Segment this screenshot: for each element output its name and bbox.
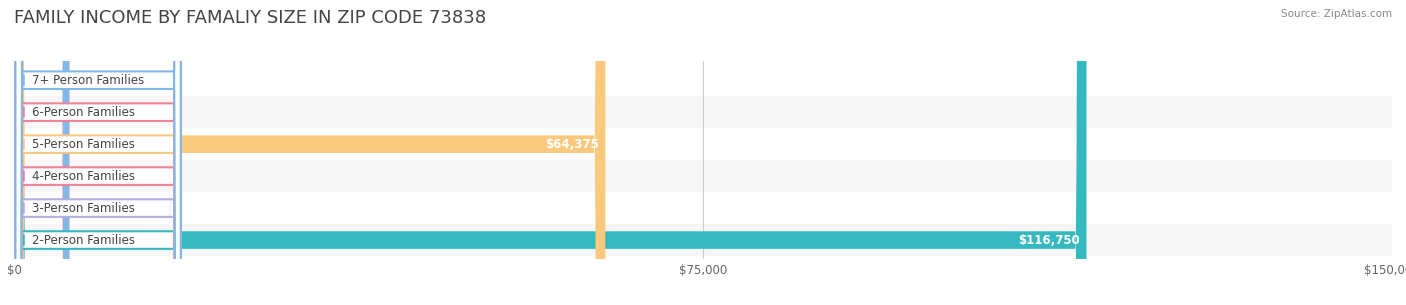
Text: 6-Person Families: 6-Person Families	[32, 106, 135, 119]
Text: FAMILY INCOME BY FAMALIY SIZE IN ZIP CODE 73838: FAMILY INCOME BY FAMALIY SIZE IN ZIP COD…	[14, 9, 486, 27]
Text: $0: $0	[76, 202, 91, 215]
FancyBboxPatch shape	[14, 0, 69, 305]
Text: 3-Person Families: 3-Person Families	[32, 202, 135, 215]
Text: Source: ZipAtlas.com: Source: ZipAtlas.com	[1281, 9, 1392, 19]
FancyBboxPatch shape	[14, 0, 1087, 305]
FancyBboxPatch shape	[15, 0, 181, 305]
Bar	[14, 160, 1392, 192]
Text: $0: $0	[76, 170, 91, 183]
Bar	[14, 96, 1392, 128]
Text: 5-Person Families: 5-Person Families	[32, 138, 135, 151]
FancyBboxPatch shape	[15, 0, 181, 305]
FancyBboxPatch shape	[14, 0, 69, 305]
Text: 4-Person Families: 4-Person Families	[32, 170, 135, 183]
Text: 2-Person Families: 2-Person Families	[32, 234, 135, 246]
Text: 7+ Person Families: 7+ Person Families	[32, 74, 145, 87]
FancyBboxPatch shape	[14, 0, 69, 305]
FancyBboxPatch shape	[15, 0, 181, 305]
Text: $116,750: $116,750	[1018, 234, 1080, 246]
FancyBboxPatch shape	[15, 0, 181, 305]
Text: $64,375: $64,375	[544, 138, 599, 151]
FancyBboxPatch shape	[15, 0, 181, 305]
FancyBboxPatch shape	[14, 0, 606, 305]
FancyBboxPatch shape	[14, 0, 69, 305]
Bar	[14, 128, 1392, 160]
Bar	[14, 192, 1392, 224]
Text: $0: $0	[76, 74, 91, 87]
FancyBboxPatch shape	[15, 0, 181, 305]
Bar	[14, 64, 1392, 96]
Bar	[14, 224, 1392, 256]
Text: $0: $0	[76, 106, 91, 119]
